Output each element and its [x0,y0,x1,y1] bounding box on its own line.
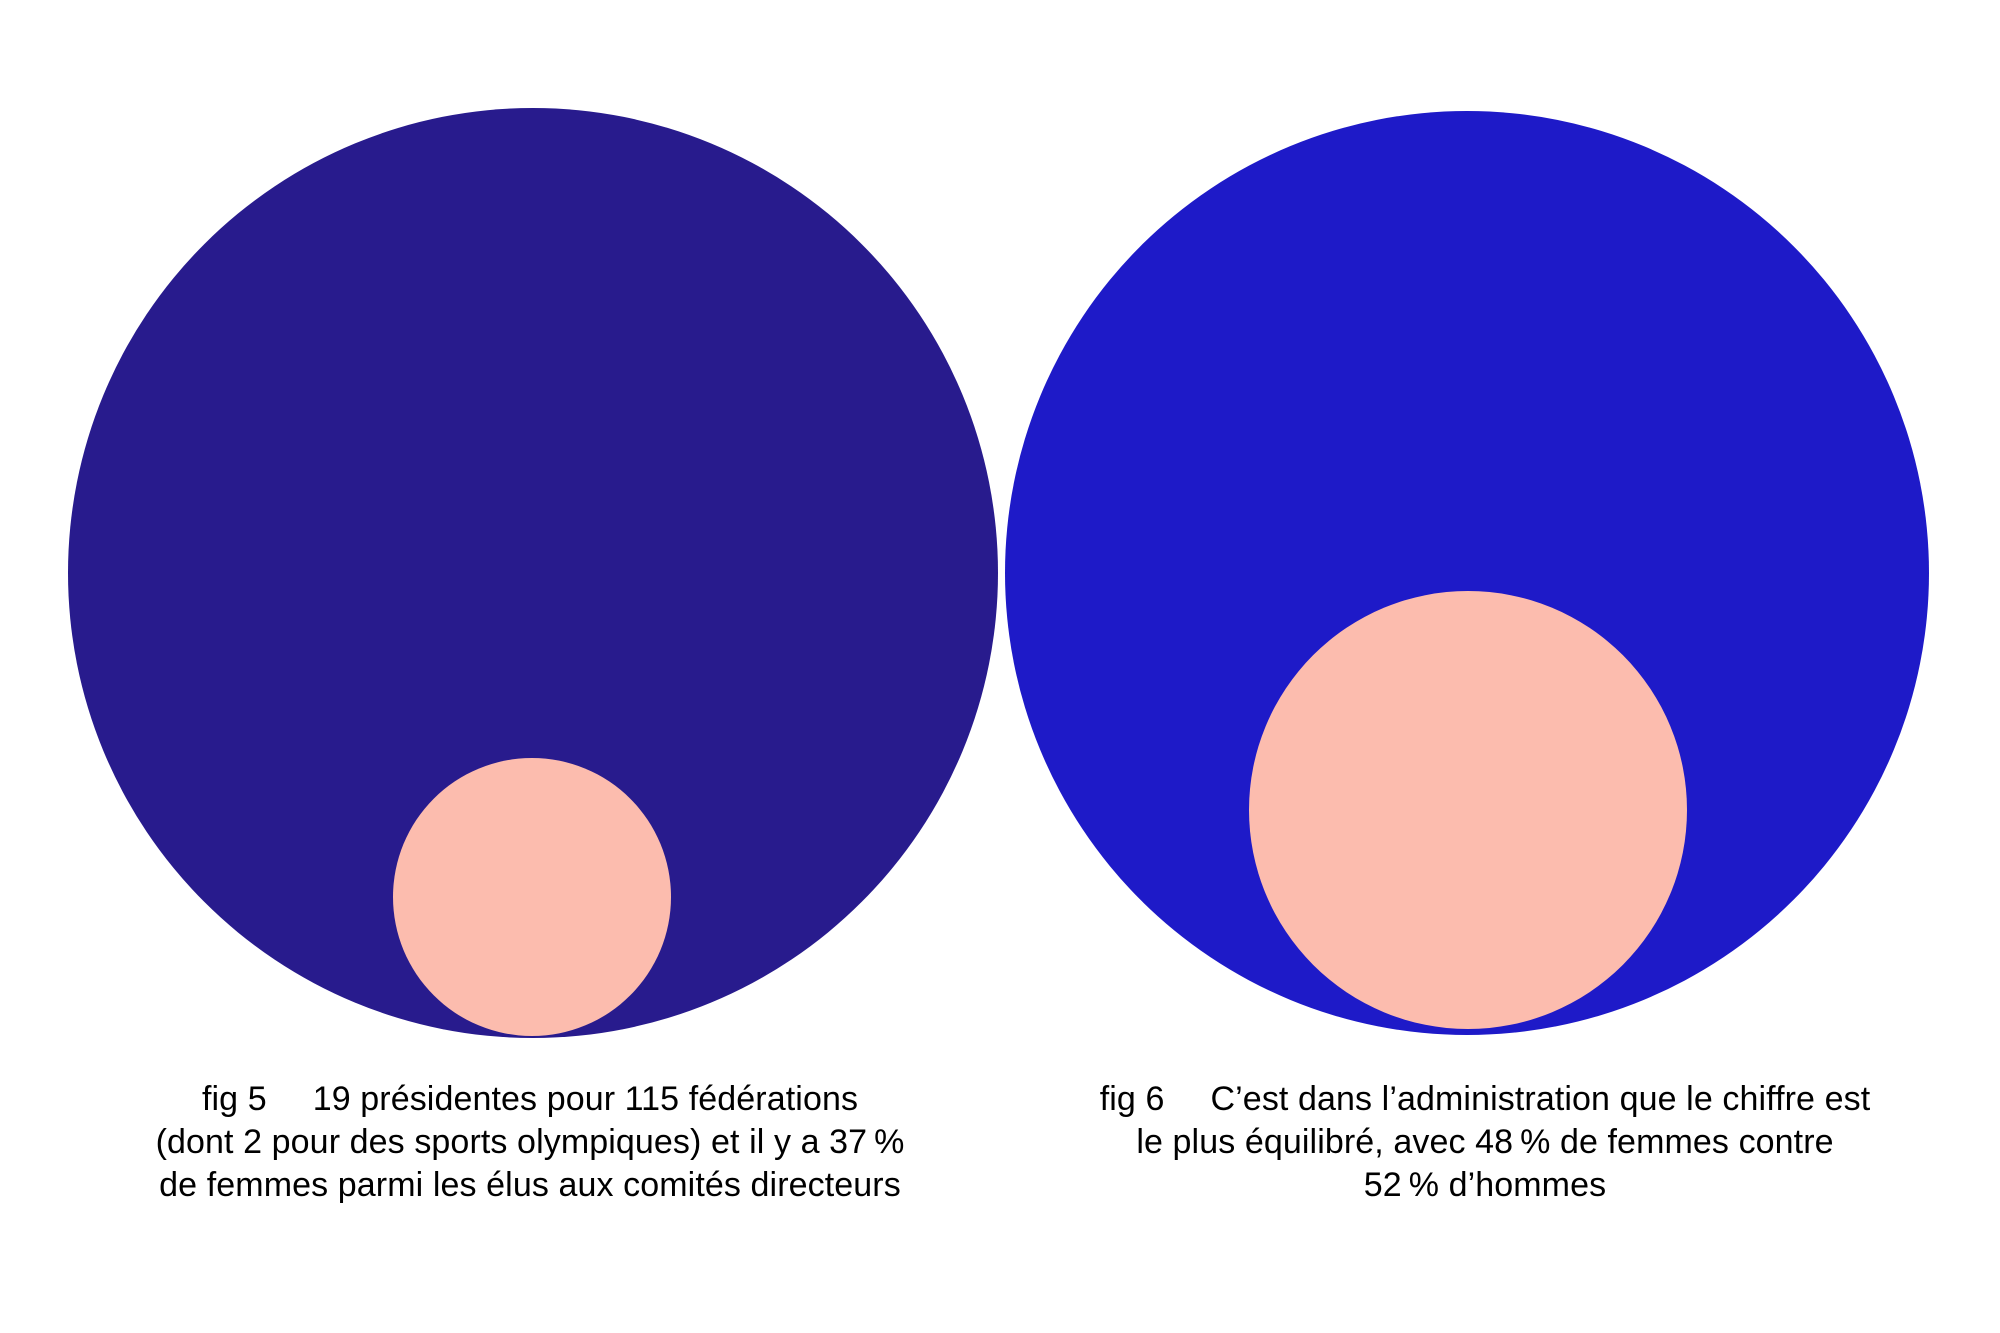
fig6-caption: fig 6 C’est dans l’administration que le … [1010,1078,1960,1207]
fig5-caption: fig 5 19 présidentes pour 115 fédérations… [30,1078,1030,1207]
fig6-caption-line-2: le plus équilibré, avec 48 % de femmes c… [1136,1123,1834,1161]
fig6-femmes-circle [1249,591,1687,1029]
fig6-caption-line-3: 52 % d’hommes [1363,1166,1607,1204]
fig5-femmes-circle [393,758,671,1036]
fig5-caption-line-3: de femmes parmi les élus aux comités dir… [159,1166,901,1204]
fig5-caption-line-2: (dont 2 pour des sports olympiques) et i… [155,1123,905,1161]
fig6-label: fig 6 [1099,1080,1165,1118]
fig5-caption-line-1: fig 5 19 présidentes pour 115 fédérations [30,1078,1030,1121]
fig5-caption-text-1: 19 présidentes pour 115 fédérations [312,1080,859,1118]
fig5-label: fig 5 [201,1080,267,1118]
fig6-caption-text-1: C’est dans l’administration que le chiff… [1210,1080,1871,1118]
fig6-caption-line-1: fig 6 C’est dans l’administration que le … [1010,1078,1960,1121]
